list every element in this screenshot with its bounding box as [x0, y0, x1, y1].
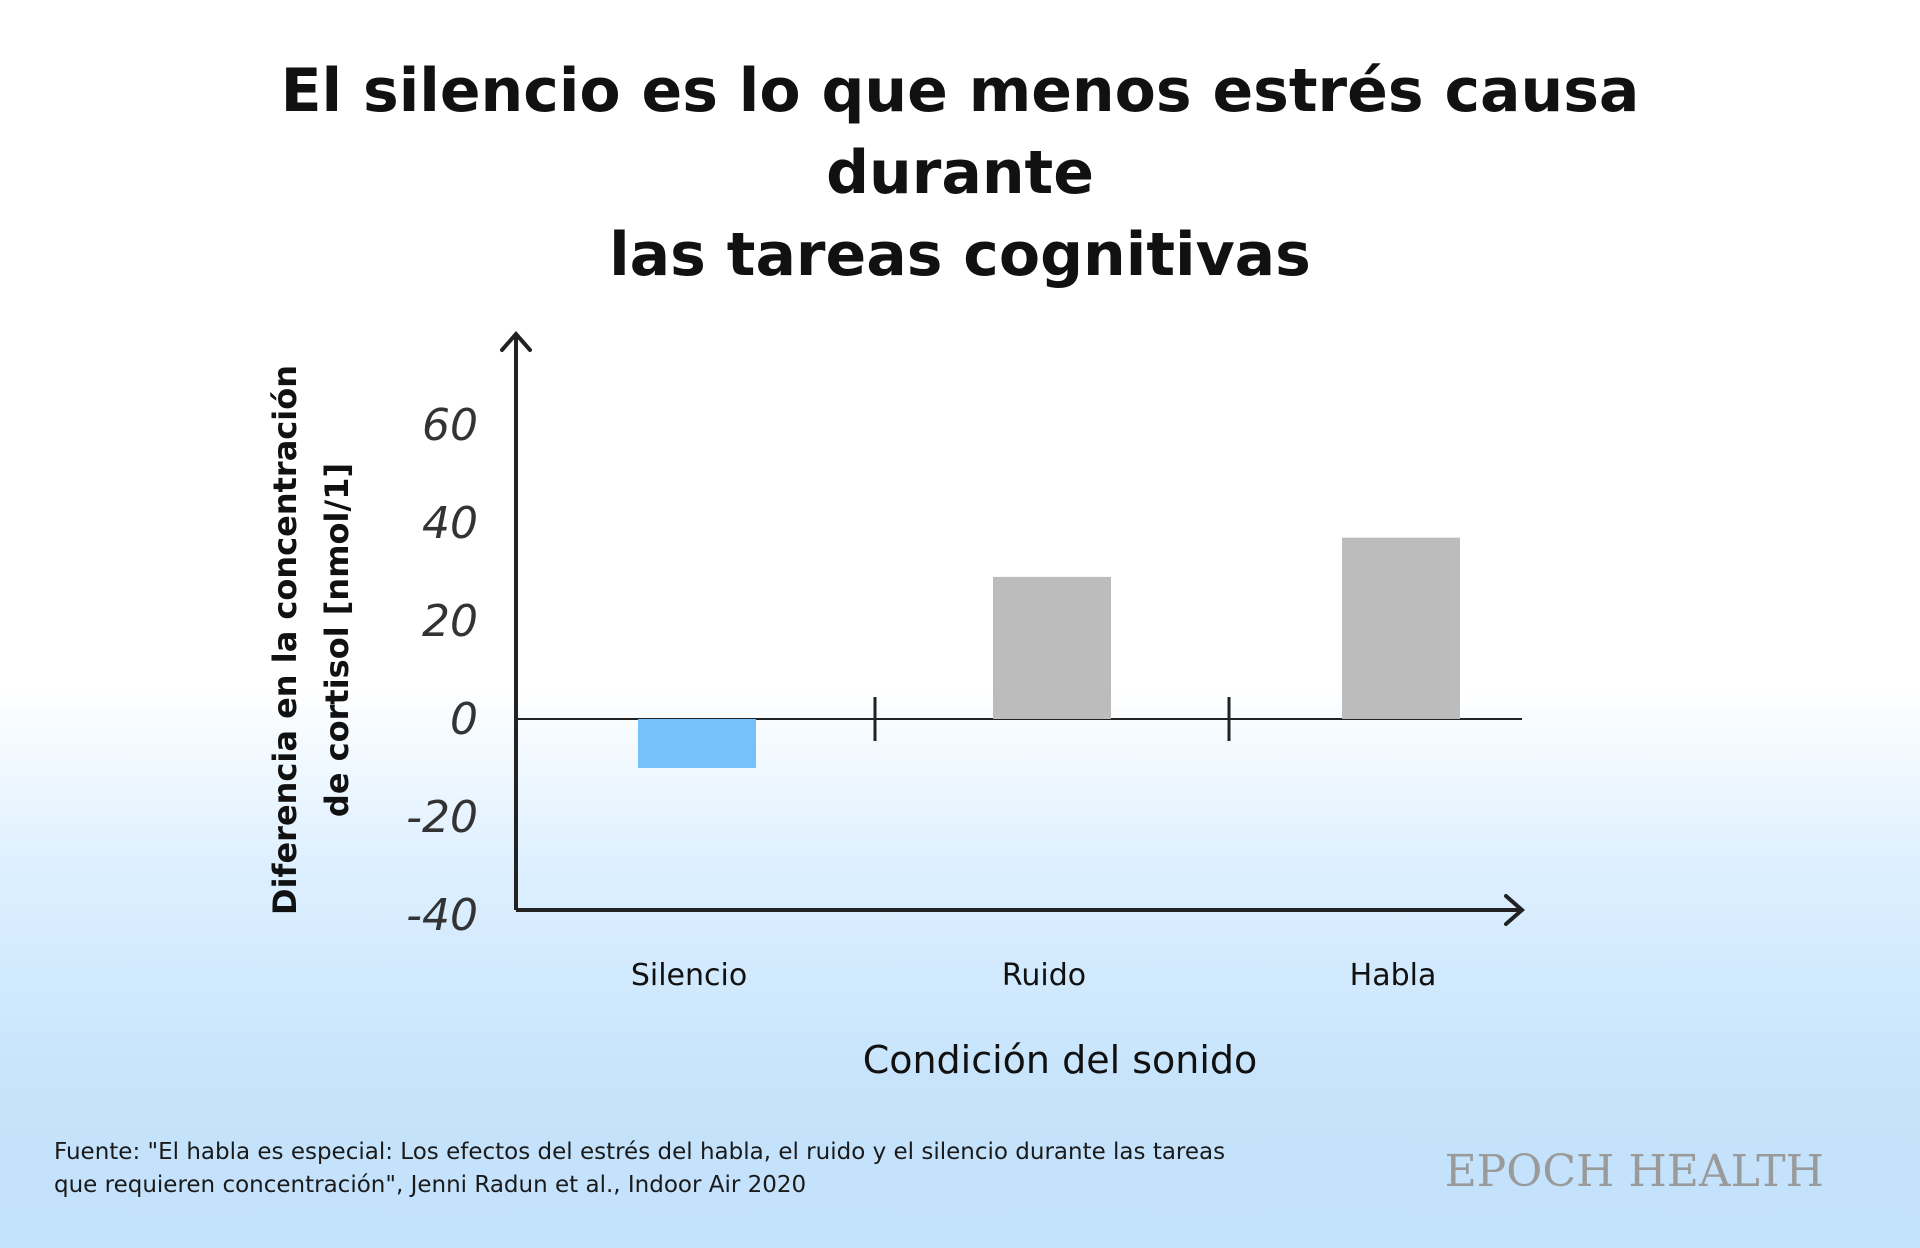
y-axis-title-line-1: Diferencia en la concentración [266, 365, 304, 915]
y-tick-label: -20 [406, 792, 478, 843]
x-axis-arrow [1504, 894, 1526, 926]
category-labels: Silencio Ruido Habla [631, 958, 1437, 993]
bar-silencio [638, 719, 756, 768]
chart-title: El silencio es lo que menos estrés causa… [160, 50, 1760, 296]
chart-title-line-2: las tareas cognitivas [609, 220, 1311, 290]
y-tick-label: 60 [422, 400, 478, 451]
y-ticks: 60 40 20 0 -20 -40 [406, 400, 478, 941]
y-axis-arrow [500, 330, 532, 352]
bar-habla [1342, 537, 1460, 719]
bar-ruido [993, 576, 1111, 719]
source-note: Fuente: "El habla es especial: Los efect… [54, 1136, 1254, 1202]
y-tick-label: 20 [422, 596, 478, 647]
chart-title-line-1: El silencio es lo que menos estrés causa… [280, 56, 1640, 208]
y-axis-title-line-2: de cortisol [nmol/1] [318, 463, 356, 817]
source-line-1: Fuente: "El habla es especial: Los efect… [54, 1139, 1226, 1165]
category-label: Habla [1350, 958, 1437, 993]
epoch-health-logo: EPOCH HEALTH [1444, 1146, 1824, 1197]
category-label: Ruido [1002, 958, 1086, 993]
source-line-2: que requieren concentración", Jenni Radu… [54, 1172, 807, 1198]
bars [638, 537, 1460, 768]
y-tick-label: 40 [422, 498, 478, 549]
y-axis-title: Diferencia en la concentración de cortis… [266, 365, 356, 915]
y-tick-label: -40 [406, 890, 478, 941]
y-tick-label: 0 [450, 694, 478, 745]
x-axis-title: Condición del sonido [863, 1038, 1258, 1082]
category-label: Silencio [631, 958, 747, 993]
